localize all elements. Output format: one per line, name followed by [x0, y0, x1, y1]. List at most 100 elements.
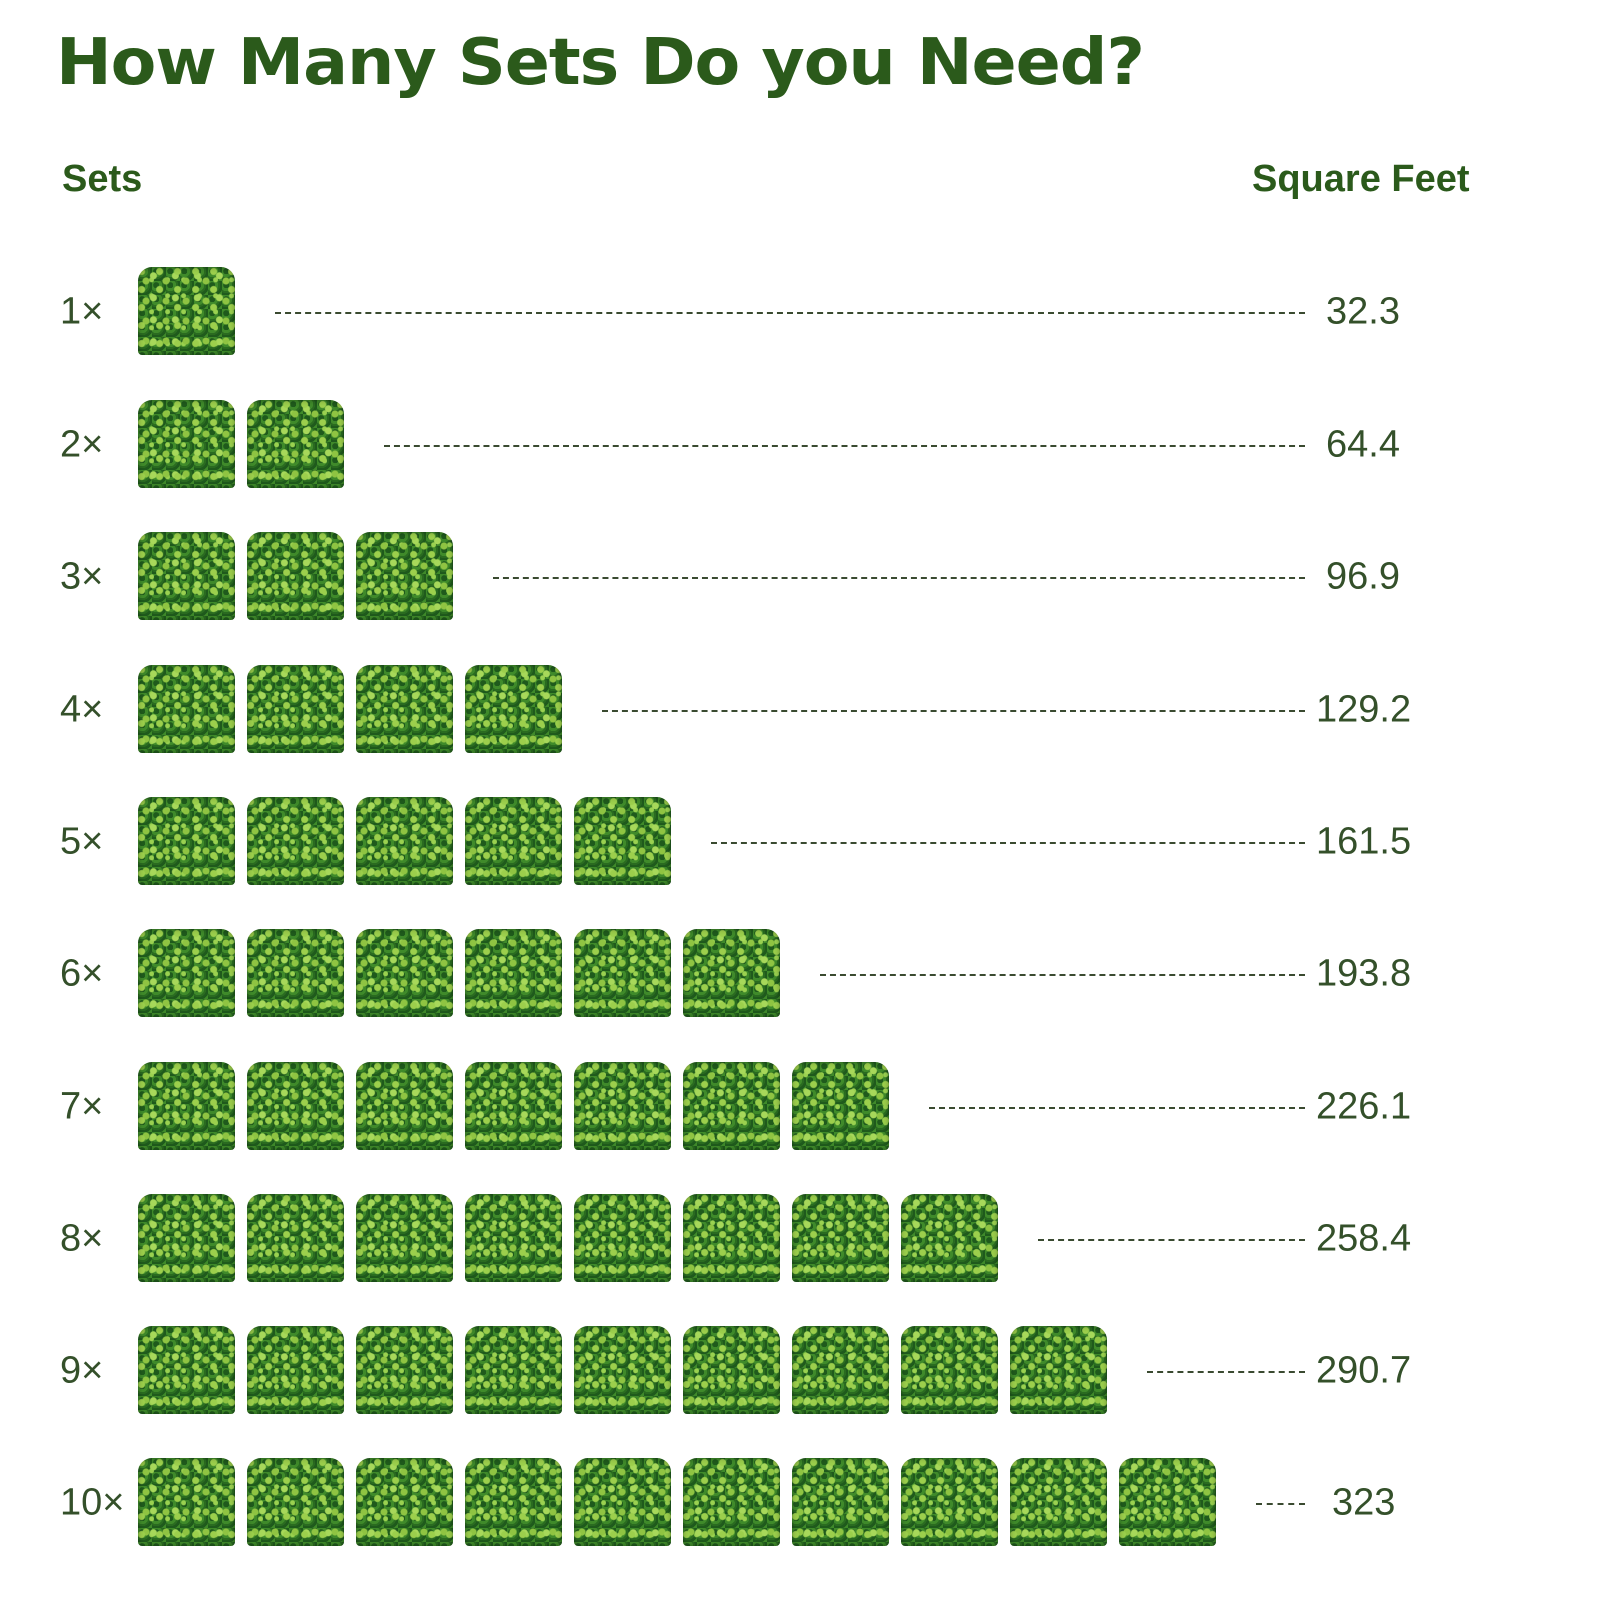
boxwood-hedge-panel-icon — [683, 1194, 780, 1282]
boxwood-hedge-panel-icon — [574, 797, 671, 885]
dashed-leader-line — [493, 577, 1305, 579]
boxwood-hedge-panel-icon — [901, 1326, 998, 1414]
table-row: 1× 32.3 — [0, 267, 1600, 357]
square-feet-value: 64.4 — [1326, 423, 1400, 466]
boxwood-hedge-panel-icon — [465, 929, 562, 1017]
boxwood-hedge-panel-icon — [138, 1194, 235, 1282]
boxwood-hedge-panel-icon — [792, 1458, 889, 1546]
table-row: 6× 193.8 — [0, 929, 1600, 1019]
table-row: 2× 64.4 — [0, 400, 1600, 490]
dashed-leader-line — [384, 445, 1305, 447]
square-feet-value: 32.3 — [1326, 290, 1400, 333]
boxwood-hedge-panel-icon — [138, 1062, 235, 1150]
square-feet-value: 258.4 — [1316, 1217, 1412, 1260]
hedge-panel-group — [138, 1458, 1216, 1548]
sets-count-label: 3× — [60, 555, 104, 598]
boxwood-hedge-panel-icon — [356, 1062, 453, 1150]
sets-count-label: 2× — [60, 423, 104, 466]
boxwood-hedge-panel-icon — [574, 1194, 671, 1282]
boxwood-hedge-panel-icon — [247, 1458, 344, 1546]
boxwood-hedge-panel-icon — [138, 797, 235, 885]
boxwood-hedge-panel-icon — [247, 665, 344, 753]
sets-count-label: 9× — [60, 1349, 104, 1392]
hedge-panel-group — [138, 532, 453, 622]
hedge-panel-group — [138, 797, 671, 887]
boxwood-hedge-panel-icon — [1010, 1326, 1107, 1414]
boxwood-hedge-panel-icon — [901, 1194, 998, 1282]
dashed-leader-line — [602, 710, 1305, 712]
boxwood-hedge-panel-icon — [138, 665, 235, 753]
boxwood-hedge-panel-icon — [247, 1194, 344, 1282]
boxwood-hedge-panel-icon — [465, 797, 562, 885]
sets-count-label: 4× — [60, 688, 104, 731]
square-feet-value: 161.5 — [1316, 820, 1412, 863]
sets-count-label: 8× — [60, 1217, 104, 1260]
boxwood-hedge-panel-icon — [356, 665, 453, 753]
sets-column-header: Sets — [62, 158, 143, 200]
boxwood-hedge-panel-icon — [901, 1458, 998, 1546]
boxwood-hedge-panel-icon — [138, 267, 235, 355]
dashed-leader-line — [1038, 1239, 1305, 1241]
boxwood-hedge-panel-icon — [792, 1326, 889, 1414]
boxwood-hedge-panel-icon — [574, 1062, 671, 1150]
boxwood-hedge-panel-icon — [465, 1326, 562, 1414]
boxwood-hedge-panel-icon — [138, 929, 235, 1017]
boxwood-hedge-panel-icon — [138, 532, 235, 620]
table-row: 4× 129.2 — [0, 665, 1600, 755]
square-feet-value: 129.2 — [1316, 688, 1412, 731]
boxwood-hedge-panel-icon — [356, 1458, 453, 1546]
boxwood-hedge-panel-icon — [247, 1062, 344, 1150]
table-row: 9× 290.7 — [0, 1326, 1600, 1416]
sets-count-label: 5× — [60, 820, 104, 863]
hedge-panel-group — [138, 665, 562, 755]
boxwood-hedge-panel-icon — [356, 532, 453, 620]
boxwood-hedge-panel-icon — [247, 1326, 344, 1414]
boxwood-hedge-panel-icon — [465, 665, 562, 753]
boxwood-hedge-panel-icon — [247, 929, 344, 1017]
dashed-leader-line — [711, 842, 1305, 844]
sets-count-label: 1× — [60, 290, 104, 333]
boxwood-hedge-panel-icon — [683, 929, 780, 1017]
square-feet-value: 323 — [1332, 1481, 1396, 1524]
boxwood-hedge-panel-icon — [574, 1458, 671, 1546]
boxwood-hedge-panel-icon — [356, 1326, 453, 1414]
hedge-panel-group — [138, 1326, 1107, 1416]
dashed-leader-line — [1256, 1503, 1305, 1505]
boxwood-hedge-panel-icon — [465, 1458, 562, 1546]
table-row: 7× 226.1 — [0, 1062, 1600, 1152]
boxwood-hedge-panel-icon — [792, 1194, 889, 1282]
boxwood-hedge-panel-icon — [1010, 1458, 1107, 1546]
table-row: 3× 96.9 — [0, 532, 1600, 622]
dashed-leader-line — [275, 312, 1305, 314]
hedge-panel-group — [138, 400, 344, 490]
boxwood-hedge-panel-icon — [356, 929, 453, 1017]
boxwood-hedge-panel-icon — [138, 1326, 235, 1414]
sets-count-label: 10× — [60, 1481, 125, 1524]
table-row: 10× 323 — [0, 1458, 1600, 1548]
dashed-leader-line — [820, 974, 1305, 976]
boxwood-hedge-panel-icon — [465, 1194, 562, 1282]
dashed-leader-line — [929, 1107, 1305, 1109]
boxwood-hedge-panel-icon — [247, 400, 344, 488]
hedge-panel-group — [138, 267, 235, 357]
boxwood-hedge-panel-icon — [247, 797, 344, 885]
boxwood-hedge-panel-icon — [356, 797, 453, 885]
hedge-panel-group — [138, 929, 780, 1019]
hedge-panel-group — [138, 1194, 998, 1284]
dashed-leader-line — [1147, 1371, 1305, 1373]
boxwood-hedge-panel-icon — [792, 1062, 889, 1150]
boxwood-hedge-panel-icon — [574, 929, 671, 1017]
boxwood-hedge-panel-icon — [683, 1326, 780, 1414]
hedge-panel-group — [138, 1062, 889, 1152]
square-feet-value: 193.8 — [1316, 952, 1412, 995]
boxwood-hedge-panel-icon — [574, 1326, 671, 1414]
boxwood-hedge-panel-icon — [356, 1194, 453, 1282]
page-title: How Many Sets Do you Need? — [56, 26, 1145, 100]
square-feet-value: 226.1 — [1316, 1085, 1412, 1128]
boxwood-hedge-panel-icon — [247, 532, 344, 620]
square-feet-value: 290.7 — [1316, 1349, 1412, 1392]
boxwood-hedge-panel-icon — [683, 1458, 780, 1546]
square-feet-value: 96.9 — [1326, 555, 1400, 598]
sets-count-label: 7× — [60, 1085, 104, 1128]
table-row: 8× 258.4 — [0, 1194, 1600, 1284]
